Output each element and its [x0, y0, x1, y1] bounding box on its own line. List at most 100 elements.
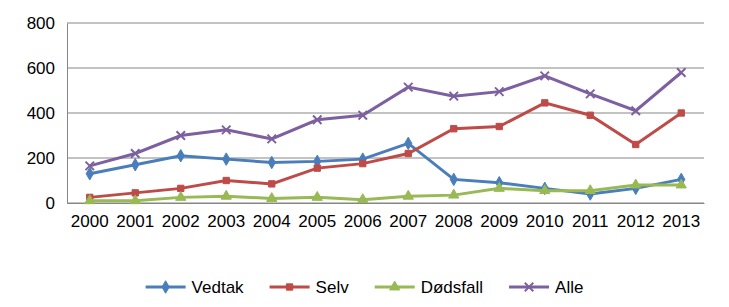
series-line — [90, 143, 682, 194]
series-marker — [404, 83, 413, 92]
series-marker — [678, 110, 684, 116]
series-marker — [312, 191, 322, 200]
series-line — [90, 73, 682, 166]
x-tick-label: 2011 — [572, 212, 609, 231]
series-marker — [221, 190, 231, 199]
series-line — [90, 185, 682, 201]
series-marker — [632, 107, 641, 116]
y-tick-label: 200 — [27, 149, 55, 168]
x-tick: 2006 — [344, 203, 382, 231]
x-tick-label: 2013 — [662, 212, 700, 231]
series-marker — [405, 150, 411, 156]
x-tick: 2013 — [662, 203, 700, 231]
x-tick-label: 2005 — [298, 212, 336, 231]
legend-marker — [525, 283, 534, 292]
series-marker — [223, 153, 230, 165]
series-marker — [405, 137, 412, 149]
series-marker — [587, 112, 593, 118]
y-tick: 600 — [27, 59, 67, 78]
x-tick: 2003 — [207, 203, 245, 231]
grid-line — [67, 113, 704, 114]
series-marker — [131, 149, 140, 158]
y-tick-label: 800 — [27, 14, 55, 33]
series-marker — [633, 141, 639, 147]
series-marker — [403, 190, 413, 199]
grid — [67, 23, 704, 203]
series-marker — [177, 131, 186, 140]
series-line — [90, 103, 682, 198]
x-tick-label: 2000 — [71, 212, 109, 231]
series-marker — [314, 165, 320, 171]
chart: 0200400600800200020012002200320042005200… — [0, 0, 729, 307]
y-axis: 0 200 400 600 800 — [27, 14, 68, 213]
series-marker — [269, 181, 275, 187]
x-tick-label: 2010 — [526, 212, 564, 231]
series-marker — [496, 123, 502, 129]
y-tick-label: 600 — [27, 59, 55, 78]
x-tick-label: 2008 — [435, 212, 473, 231]
grid-line — [67, 68, 704, 69]
y-tick: 400 — [27, 104, 67, 123]
x-tick-label: 2001 — [116, 212, 154, 231]
x-tick-label: 2006 — [344, 212, 382, 231]
y-tick-label: 400 — [27, 104, 55, 123]
legend-item: Alle — [509, 278, 583, 297]
legend-label: Selv — [316, 278, 350, 297]
y-tick: 200 — [27, 149, 67, 168]
x-tick: 2009 — [480, 203, 518, 231]
series-marker — [494, 182, 504, 191]
x-tick-label: 2002 — [162, 212, 200, 231]
series-marker — [313, 116, 322, 125]
series-marker — [542, 100, 548, 106]
series-marker — [677, 68, 686, 77]
legend-item: Vedtak — [146, 278, 244, 297]
legend-label: Alle — [555, 278, 583, 297]
legend-marker — [162, 281, 169, 293]
x-tick-label: 2007 — [389, 212, 427, 231]
x-tick: 2008 — [435, 203, 473, 231]
x-axis-line — [68, 203, 705, 204]
x-tick: 2001 — [116, 203, 154, 231]
series-marker — [267, 193, 277, 202]
series-marker — [451, 126, 457, 132]
series-marker — [176, 191, 186, 200]
legend-label: Vedtak — [192, 278, 244, 297]
y-tick-label: 0 — [46, 194, 55, 213]
series-marker — [85, 195, 95, 204]
legend-marker — [390, 281, 400, 290]
y-tick: 800 — [27, 14, 67, 33]
x-tick-label: 2009 — [480, 212, 518, 231]
series-marker — [631, 179, 641, 188]
x-tick: 2002 — [162, 203, 200, 231]
series-marker — [450, 173, 457, 185]
x-tick: 2010 — [526, 203, 564, 231]
series-marker — [585, 185, 595, 194]
x-tick: 2011 — [572, 203, 609, 231]
series-marker — [222, 126, 231, 135]
legend-label: Dødsfall — [421, 278, 483, 297]
legend-item: Selv — [270, 278, 350, 297]
series-group — [85, 68, 687, 203]
series-marker — [177, 150, 184, 162]
series-marker — [495, 87, 504, 96]
x-tick-label: 2003 — [207, 212, 245, 231]
x-tick: 2000 — [71, 203, 109, 231]
series-marker — [676, 179, 686, 188]
x-tick: 2012 — [617, 203, 655, 231]
legend: Vedtak Selv Dødsfall Alle — [146, 278, 584, 297]
plot: 0200400600800200020012002200320042005200… — [27, 14, 705, 231]
x-axis: 2000 2001 2002 2003 2004 2005 2006 2007 2008 2009… — [68, 203, 705, 231]
x-tick: 2005 — [298, 203, 336, 231]
series-marker — [360, 160, 366, 166]
series-marker — [358, 194, 368, 203]
grid-line — [67, 23, 704, 24]
x-tick: 2007 — [389, 203, 427, 231]
grid-line — [67, 203, 704, 204]
series-marker — [449, 189, 459, 198]
x-tick-label: 2004 — [253, 212, 291, 231]
series-marker — [359, 111, 368, 120]
y-tick: 0 — [46, 194, 67, 213]
series-marker — [586, 90, 595, 99]
y-axis-line — [67, 24, 68, 204]
series-marker — [450, 92, 459, 101]
